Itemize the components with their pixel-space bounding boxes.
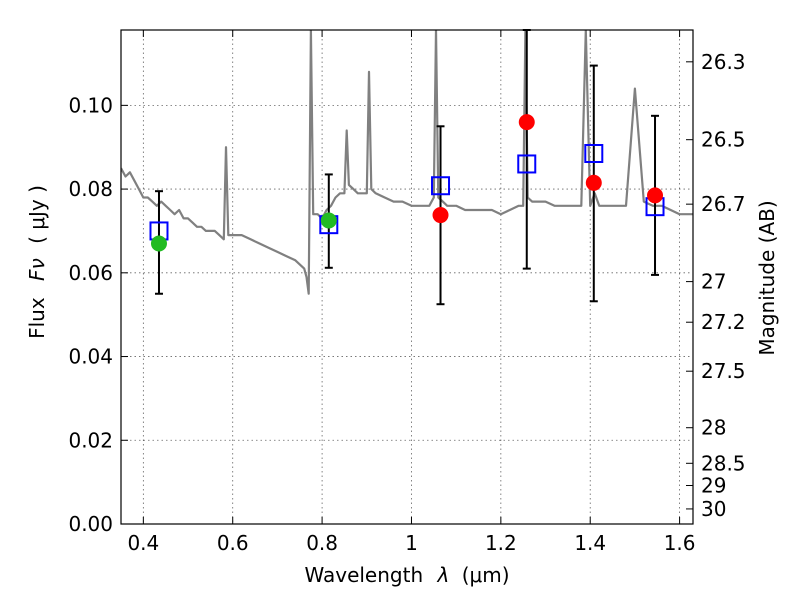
- x-tick-label: 0.8: [306, 531, 338, 555]
- y2-tick-label: 28.5: [701, 451, 746, 475]
- model-point: [647, 187, 664, 204]
- y-tick-label: 0.08: [68, 177, 113, 201]
- model-point: [432, 207, 449, 224]
- y-tick-label: 0.06: [68, 261, 113, 285]
- y2-tick-label: 27.5: [701, 359, 746, 383]
- plot-frame: [120, 29, 694, 525]
- y2-tick-label: 29: [701, 473, 726, 497]
- y2-tick-label: 26.7: [701, 192, 746, 216]
- x-tick-label: 1.6: [664, 531, 696, 555]
- x-axis: 0.4 0.6 0.8 1 1.2 1.4 1.6: [127, 30, 696, 555]
- plot-area: [121, 29, 693, 306]
- x-tick-label: 1: [405, 531, 418, 555]
- model-point: [320, 212, 337, 229]
- x-tick-label: 1.2: [485, 531, 517, 555]
- model-point: [585, 174, 602, 191]
- y-tick-label: 0.02: [68, 428, 113, 452]
- y2-tick-label: 26.5: [701, 128, 746, 152]
- model-point: [518, 114, 535, 131]
- y-tick-label: 0.04: [68, 345, 113, 369]
- spectrum-line: [121, 30, 693, 295]
- y2-tick-label: 27: [701, 270, 726, 294]
- y-axis: 0.00 0.02 0.04 0.06 0.08 0.10: [68, 93, 128, 536]
- x-tick-label: 0.6: [217, 531, 249, 555]
- y-axis-title: Flux Fν ( μJy ): [25, 185, 49, 339]
- y2-tick-label: 26.3: [701, 50, 746, 74]
- observed-square: [431, 176, 451, 196]
- observed-square: [517, 154, 537, 174]
- y-tick-label: 0.10: [68, 93, 113, 117]
- y2-tick-label: 27.2: [701, 310, 746, 334]
- y2-tick-label: 30: [701, 497, 726, 521]
- plot-background: [121, 30, 693, 524]
- x-tick-label: 1.4: [574, 531, 606, 555]
- model-point: [150, 235, 167, 252]
- x-axis-title: Wavelength λ (μm): [304, 563, 509, 587]
- x-tick-label: 0.4: [127, 531, 159, 555]
- y-tick-label: 0.00: [68, 512, 113, 536]
- observed-square: [584, 144, 604, 163]
- y2-tick-label: 28: [701, 416, 726, 440]
- model-points: [150, 114, 664, 252]
- y2-axis-title: Magnitude (AB): [755, 200, 779, 355]
- error-bars: [154, 29, 660, 306]
